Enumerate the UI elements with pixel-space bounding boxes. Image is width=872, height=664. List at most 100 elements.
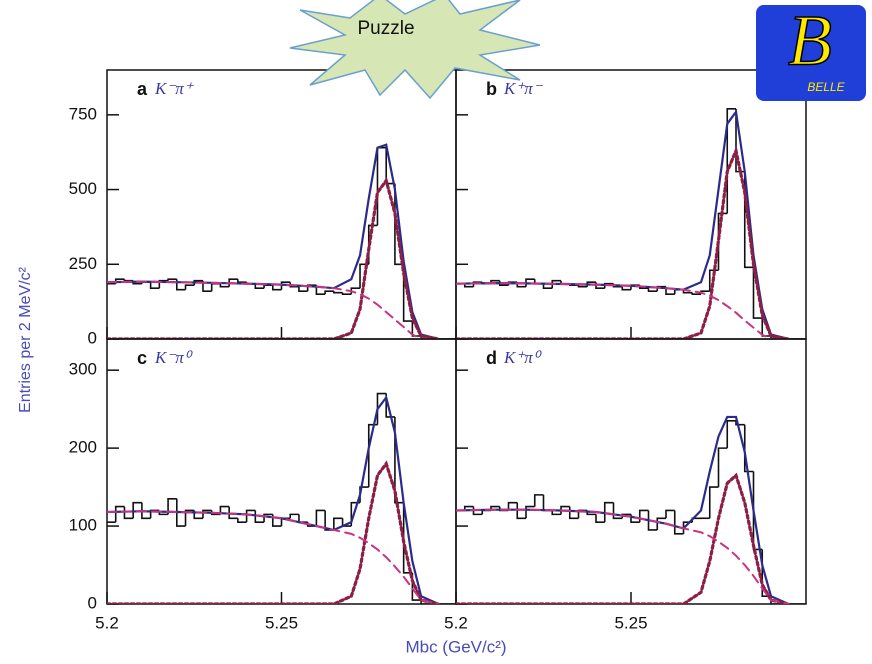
x-tick-label: 5.2 [444,613,468,632]
histogram-bin [603,501,614,523]
histogram-bin [542,494,553,512]
panel: 0 100 200 300 5.2 5.25 c K⁻π⁰ [69,338,457,632]
histogram-bin [184,509,195,527]
fit-curve [107,510,440,604]
histogram-bin [463,505,474,511]
y-axis-label: Entries per 2 MeV/c² [17,266,34,413]
histogram-bin [289,513,299,519]
histogram-bin [254,283,265,289]
fit-curve [456,508,790,604]
plot-area [456,415,806,604]
histogram-bin [516,502,526,520]
histogram-bin [324,510,334,531]
plots: 0 250 500 750 a K⁻π⁺ b K⁺π⁻ 0 100 200 300 5.2 5.25 c K⁻… [69,69,807,632]
histogram-bin [595,514,605,523]
histogram-bin [708,269,719,292]
histogram-bin [245,509,256,523]
histogram-bin [158,279,169,289]
histogram-bin [333,291,343,294]
histogram-bin [167,497,177,515]
fit-curve [456,109,790,339]
histogram-bin [673,510,684,535]
fit-curve [456,472,791,604]
panel-title: K⁻π⁰ [154,348,193,367]
fit-curve [107,394,440,604]
histogram-bin [411,321,422,337]
panel-label: c [137,348,147,368]
histogram-bin [271,514,282,527]
histogram-bin [551,279,561,289]
histogram-bin [237,279,247,284]
fit-curve [107,460,441,604]
panel-title: K⁺π⁰ [503,348,542,367]
histogram-bin [551,510,561,516]
histogram-bin [298,514,308,523]
badge-text: Puzzle [357,18,414,39]
histogram-bin [481,509,491,515]
histogram-bin [621,286,631,291]
histogram-bin [315,509,326,527]
histogram-bin [123,506,134,520]
histogram-bin [141,502,151,520]
histogram-bin [420,600,430,604]
histogram-bin [735,420,745,426]
y-tick-label: 100 [69,516,97,535]
histogram-bin [647,510,658,531]
panel-title: K⁺π⁻ [503,79,544,98]
histogram-bin [324,290,334,295]
fit-curve [456,145,791,339]
histogram-bin [603,282,614,289]
panel-label: d [486,348,497,368]
logo-box [756,5,866,101]
plot-area [456,108,806,339]
x-tick-label: 5.25 [265,613,298,632]
histogram-bin [717,447,728,488]
y-tick-label: 250 [69,254,97,273]
histogram-bin [525,505,535,519]
x-tick-label: 5.25 [614,613,647,632]
histogram-bin [394,416,404,504]
histogram-bin [210,282,221,292]
histogram-bin [333,517,343,530]
histogram-bin [202,509,212,519]
histogram-bin [577,285,588,288]
histogram-bin [149,282,160,289]
logo-letter: B [788,1,832,81]
plot-area [107,392,456,604]
fit-curve [107,280,440,339]
histogram-bin [463,283,474,288]
histogram-bin [743,424,754,473]
y-tick-label: 750 [69,104,97,123]
histogram-bin [665,509,675,519]
logo-text: BELLE [807,80,845,94]
histogram-bin [271,285,282,291]
histogram-bin [533,494,544,507]
histogram-bin [341,292,352,295]
histogram-bin [656,517,666,530]
histogram-bin [228,506,238,520]
histogram-bin [726,420,736,449]
histogram-bin [219,505,230,515]
histogram-bin [560,505,570,515]
panel-title: K⁻π⁺ [154,79,195,98]
histogram-bin [691,292,701,295]
fit-curve [107,176,441,339]
fit-curve [456,282,790,339]
y-tick-label: 300 [69,360,97,379]
histogram-bin [193,279,203,286]
panel: 0 250 500 750 a K⁻π⁺ [69,69,457,347]
x-axis-label: Mbc (GeV/c²) [405,637,506,656]
histogram-bin [176,498,186,527]
histogram-bin [114,505,125,523]
y-tick-label: 0 [88,328,97,347]
panel-label: b [486,79,497,99]
badge-star [289,0,541,100]
histogram-bin [612,502,623,520]
histogram-bin [507,501,518,511]
fit-curve [107,143,440,339]
histogram-bin [402,264,413,322]
histogram-bin [184,284,195,290]
histogram-bin [237,518,247,523]
histogram-bin [568,506,579,520]
